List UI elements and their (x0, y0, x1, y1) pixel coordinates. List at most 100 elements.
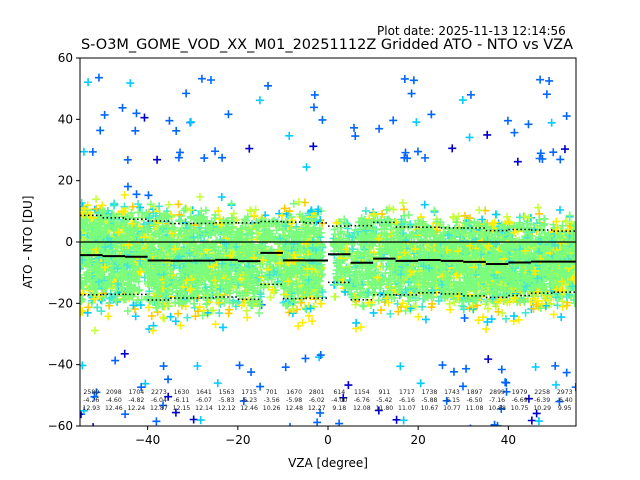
scatter-point (242, 306, 251, 315)
scatter-point (413, 147, 422, 156)
scatter-point (335, 419, 344, 426)
scatter-point (536, 149, 545, 158)
scatter-point (80, 361, 87, 370)
scatter-point (474, 316, 483, 325)
scatter-point (199, 306, 208, 315)
scatter-point (462, 364, 471, 373)
scatter-point (110, 199, 119, 208)
scatter-point (510, 128, 519, 137)
scatter-point (416, 379, 425, 388)
scatter-point (401, 148, 410, 157)
scatter-point (514, 315, 523, 324)
scatter-point (310, 90, 319, 99)
scatter-point (460, 313, 469, 322)
scatter-point (536, 75, 545, 84)
scatter-point (407, 261, 416, 270)
scatter-point (80, 198, 86, 207)
scatter-point (417, 213, 426, 222)
scatter-point (551, 380, 560, 389)
scatter-point (195, 303, 204, 312)
scatter-point (227, 199, 236, 208)
scatter-point (128, 202, 137, 211)
scatter-point (100, 110, 109, 119)
scatter-point (84, 303, 93, 312)
scatter-point (111, 356, 120, 365)
scatter-point (503, 116, 512, 125)
scatter-point (427, 303, 436, 312)
scatter-point (301, 354, 310, 363)
scatter-point (483, 304, 492, 313)
scatter-point (524, 120, 533, 129)
scatter-point (217, 192, 226, 201)
scatter-point (494, 307, 503, 316)
scatter-point (558, 432, 566, 440)
scatter-point (134, 200, 143, 209)
scatter-point (235, 282, 244, 291)
scatter-point (430, 206, 439, 215)
scatter-point (96, 126, 105, 135)
scatter-point (80, 147, 88, 156)
scatter-point (490, 420, 499, 426)
scatter-point (316, 351, 325, 360)
scatter-point (356, 323, 365, 332)
scatter-point (136, 301, 145, 310)
scatter-point (211, 147, 220, 156)
scatter-point (560, 145, 569, 154)
scatter-point (386, 309, 395, 318)
scatter-point (418, 302, 427, 311)
scatter-point (409, 76, 418, 85)
scatter-point (427, 110, 436, 119)
scatter-point (147, 311, 156, 320)
scatter-point (229, 209, 238, 218)
scatter-point (449, 213, 458, 222)
scatter-point (484, 287, 493, 296)
scatter-point (309, 142, 318, 151)
scatter-point (478, 215, 487, 224)
scatter-point (243, 313, 252, 322)
scatter-point (349, 438, 357, 446)
scatter-point (401, 306, 410, 315)
scatter-point (131, 126, 140, 135)
scatter-point (183, 313, 192, 322)
scatter-point (318, 115, 327, 124)
scatter-point (266, 293, 275, 302)
scatter-point (309, 103, 318, 112)
scatter-point (92, 204, 101, 213)
scatter-point (347, 431, 355, 439)
scatter-point (483, 130, 492, 139)
scatter-point (400, 74, 409, 83)
scatter-point (306, 304, 315, 313)
scatter-point (145, 325, 154, 334)
scatter-point (251, 205, 260, 214)
scatter-point (120, 349, 129, 358)
scatter-point (396, 362, 405, 371)
scatter-point (145, 287, 154, 296)
scatter-point (503, 212, 512, 221)
scatter-point (118, 103, 127, 112)
scatter-point (534, 203, 543, 212)
scatter-point (450, 298, 459, 307)
scatter-point (398, 198, 407, 207)
scatter-point (534, 417, 543, 426)
scatter-point (88, 147, 97, 156)
scatter-point (219, 323, 228, 332)
scatter-point (98, 201, 107, 210)
scatter-point (167, 429, 175, 437)
scatter-point (165, 116, 174, 125)
scatter-point (352, 318, 361, 327)
scatter-point (164, 392, 173, 401)
scatter-point (80, 307, 86, 316)
scatter-point (172, 126, 181, 135)
scatter-point (186, 117, 195, 126)
scatter-point (131, 312, 140, 321)
scatter-point (344, 381, 353, 390)
scatter-point (137, 383, 146, 392)
scatter-point (80, 234, 87, 243)
scatter-point (153, 308, 162, 317)
scatter-point (484, 355, 493, 364)
scatter-point (479, 313, 488, 322)
scatter-point (407, 89, 416, 98)
scatter-point (509, 312, 518, 321)
scatter-point (285, 207, 294, 216)
scatter-point (113, 264, 122, 273)
